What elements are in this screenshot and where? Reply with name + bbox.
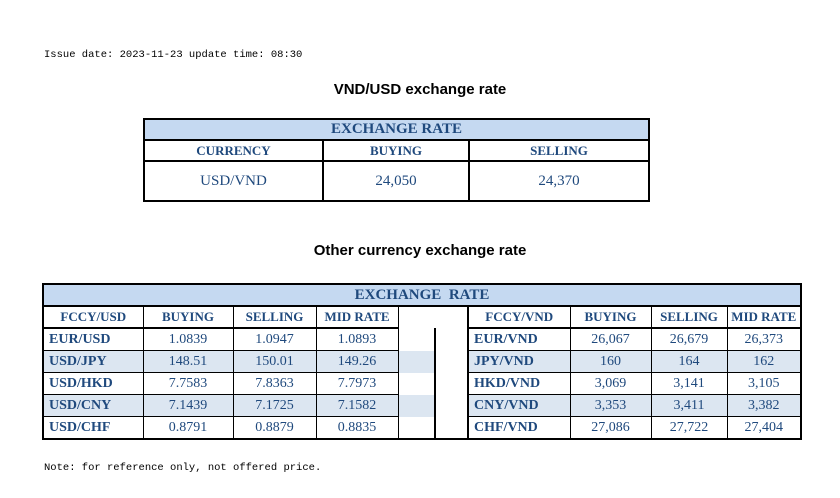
spacer-cell	[398, 328, 436, 351]
spacer-cell	[435, 394, 468, 417]
note-line: Note: for reference only, not offered pr…	[44, 462, 322, 474]
exchange-rate-band-row: EXCHANGE RATE	[142, 118, 651, 141]
spacer-cell	[398, 394, 436, 417]
selling-rate-cell: 7.8363	[232, 372, 317, 395]
table-row-chf: USD/CHF 0.8791 0.8879 0.8835 CHF/VND 27,…	[42, 416, 802, 440]
currency-pair-cell: USD/CHF	[42, 416, 144, 440]
buying-rate-cell: 26,067	[569, 327, 652, 351]
buying-rate-cell: 3,353	[569, 394, 652, 417]
table-row-jpy: USD/JPY 148.51 150.01 149.26 JPY/VND 160…	[42, 350, 802, 373]
mid-rate-cell: 7.7973	[315, 372, 399, 395]
table-row-cny: USD/CNY 7.1439 7.1725 7.1582 CNY/VND 3,3…	[42, 394, 802, 417]
table-row-hkd: USD/HKD 7.7583 7.8363 7.7973 HKD/VND 3,0…	[42, 372, 802, 395]
column-header-buying-right: BUYING	[569, 305, 652, 329]
mid-rate-cell: 0.8835	[315, 416, 399, 440]
other-currency-rate-table: EXCHANGE RATE FCCY/USD BUYING SELLING MI…	[42, 283, 803, 440]
table-row-usd-vnd: USD/VND 24,050 24,370	[143, 160, 651, 202]
buying-rate-cell: 3,069	[569, 372, 652, 395]
currency-pair-cell: USD/HKD	[42, 372, 144, 395]
buying-rate-cell: 7.1439	[142, 394, 234, 417]
currency-pair-cell: CNY/VND	[467, 394, 571, 417]
currency-pair-cell: CHF/VND	[467, 416, 571, 440]
selling-rate-cell: 7.1725	[232, 394, 317, 417]
buying-rate-cell: 7.7583	[142, 372, 234, 395]
currency-pair-cell: USD/JPY	[42, 350, 144, 373]
currency-pair-cell: EUR/VND	[467, 327, 571, 351]
mid-rate-cell: 3,105	[726, 372, 802, 395]
mid-rate-cell: 162	[726, 350, 802, 373]
spacer-cell	[435, 416, 468, 439]
column-header-selling-right: SELLING	[650, 305, 728, 329]
column-header-buying: BUYING	[322, 139, 470, 162]
column-header-fccy-vnd: FCCY/VND	[467, 305, 571, 329]
column-header-row: FCCY/USD BUYING SELLING MID RATE FCCY/VN…	[42, 305, 802, 329]
currency-pair-cell: JPY/VND	[467, 350, 571, 373]
spacer-cell	[398, 372, 436, 395]
spacer-cell	[398, 416, 436, 439]
column-header-selling: SELLING	[467, 139, 651, 162]
spacer-cell	[435, 372, 468, 395]
currency-pair-cell: USD/CNY	[42, 394, 144, 417]
mid-rate-cell: 27,404	[726, 416, 802, 440]
column-header-fccy-usd: FCCY/USD	[42, 305, 144, 329]
currency-pair-cell: USD/VND	[143, 160, 324, 202]
currency-pair-cell: HKD/VND	[467, 372, 571, 395]
buying-rate-cell: 1.0839	[142, 327, 234, 351]
spacer-cell	[435, 350, 468, 373]
mid-rate-cell: 3,382	[726, 394, 802, 417]
mid-rate-cell: 26,373	[726, 327, 802, 351]
table-row-eur: EUR/USD 1.0839 1.0947 1.0893 EUR/VND 26,…	[42, 327, 802, 351]
column-header-row: CURRENCY BUYING SELLING	[143, 139, 651, 162]
spacer-cell	[435, 328, 468, 351]
buying-rate-cell: 148.51	[142, 350, 234, 373]
buying-rate-cell: 24,050	[322, 160, 470, 202]
mid-rate-cell: 7.1582	[315, 394, 399, 417]
spacer-cell	[398, 350, 436, 373]
selling-rate-cell: 1.0947	[232, 327, 317, 351]
currency-pair-cell: EUR/USD	[42, 327, 144, 351]
selling-rate-cell: 150.01	[232, 350, 317, 373]
column-header-buying-left: BUYING	[142, 305, 234, 329]
selling-rate-cell: 0.8879	[232, 416, 317, 440]
buying-rate-cell: 160	[569, 350, 652, 373]
exchange-rate-band: EXCHANGE RATE	[142, 118, 651, 141]
selling-rate-cell: 24,370	[467, 160, 651, 202]
selling-rate-cell: 164	[650, 350, 728, 373]
selling-rate-cell: 27,722	[650, 416, 728, 440]
spacer-header-cell	[398, 306, 468, 328]
selling-rate-cell: 26,679	[650, 327, 728, 351]
column-header-midrate-right: MID RATE	[726, 305, 802, 329]
buying-rate-cell: 0.8791	[142, 416, 234, 440]
usd-vnd-rate-table: EXCHANGE RATE CURRENCY BUYING SELLING US…	[142, 118, 651, 202]
mid-rate-cell: 149.26	[315, 350, 399, 373]
usd-table-title: VND/USD exchange rate	[333, 81, 507, 98]
selling-rate-cell: 3,141	[650, 372, 728, 395]
column-header-currency: CURRENCY	[143, 139, 324, 162]
exchange-rate-band-row: EXCHANGE RATE	[42, 283, 802, 307]
column-header-midrate-left: MID RATE	[315, 305, 399, 329]
selling-rate-cell: 3,411	[650, 394, 728, 417]
buying-rate-cell: 27,086	[569, 416, 652, 440]
column-header-selling-left: SELLING	[232, 305, 317, 329]
mid-rate-cell: 1.0893	[315, 327, 399, 351]
issue-date-line: Issue date: 2023-11-23 update time: 08:3…	[44, 49, 303, 61]
exchange-rate-band: EXCHANGE RATE	[42, 283, 802, 307]
other-table-title: Other currency exchange rate	[313, 242, 527, 259]
